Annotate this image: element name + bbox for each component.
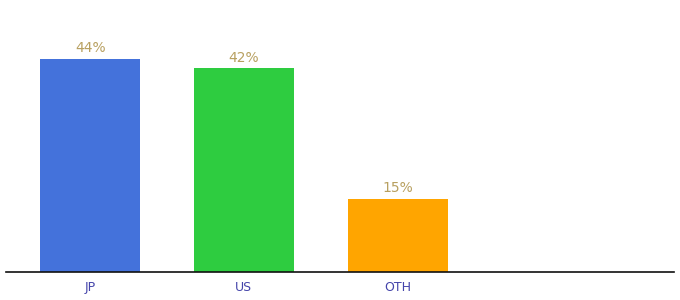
Bar bbox=[347, 199, 447, 272]
Text: 15%: 15% bbox=[382, 181, 413, 195]
Text: 42%: 42% bbox=[228, 51, 259, 64]
Text: 44%: 44% bbox=[75, 41, 105, 55]
Bar bbox=[194, 68, 294, 272]
Bar bbox=[40, 59, 140, 272]
